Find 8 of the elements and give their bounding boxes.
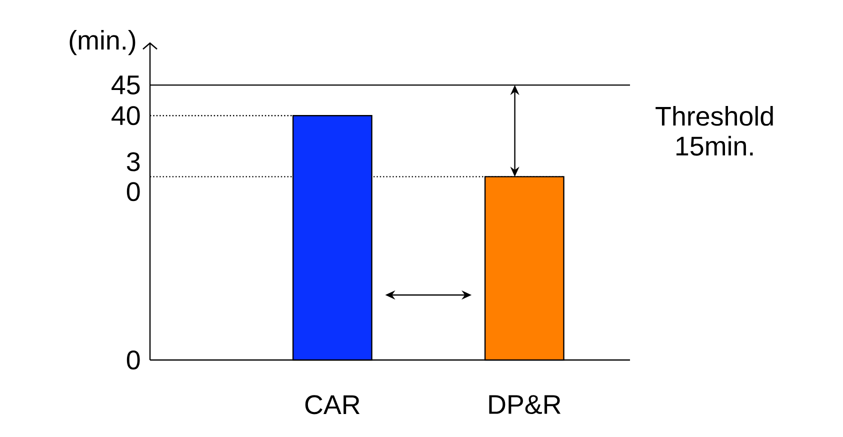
y-tick-label: 0	[126, 350, 140, 370]
x-tick-label: DP&R	[489, 395, 561, 414]
text: Threshold 15min.	[656, 106, 773, 156]
y-tick-label: 3 0	[126, 152, 140, 202]
y-tick-label: 40	[112, 106, 140, 126]
y-axis-title: (min.)	[70, 30, 136, 56]
y-tick-label: 45	[112, 76, 140, 94]
x-tick-label: CAR	[305, 395, 360, 414]
